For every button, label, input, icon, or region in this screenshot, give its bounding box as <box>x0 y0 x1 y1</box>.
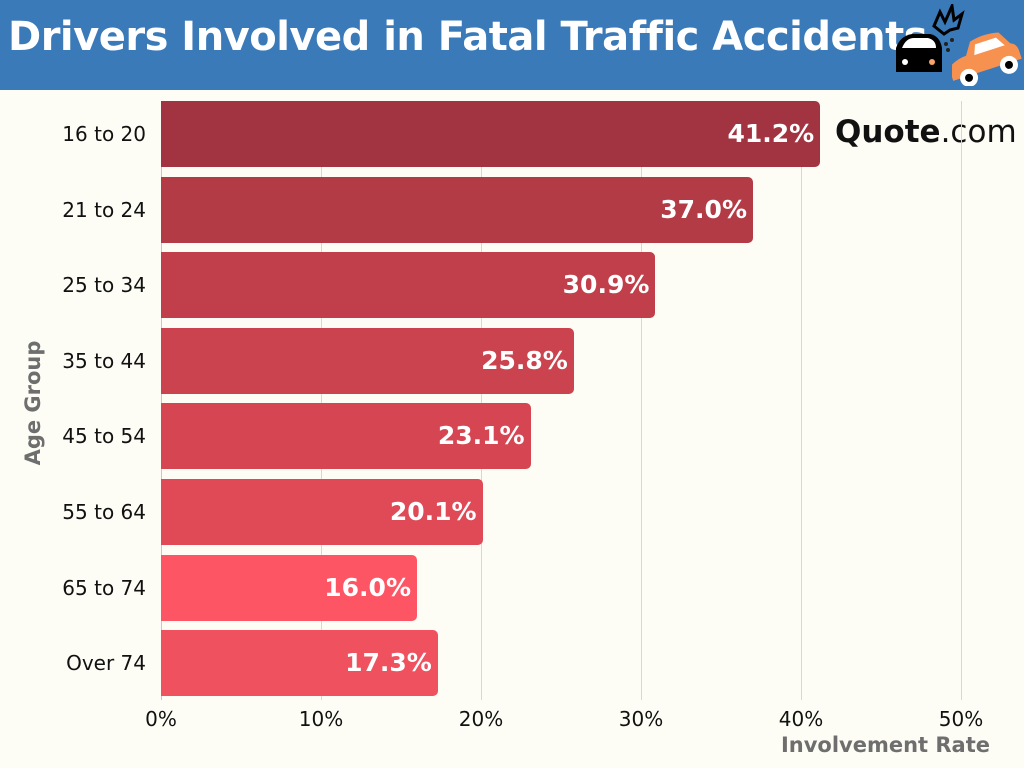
category-label: Over 74 <box>66 651 146 676</box>
value-label: 25.8% <box>481 345 568 375</box>
category-label: 25 to 34 <box>62 273 146 298</box>
x-tick-label: 20% <box>458 707 504 731</box>
value-label: 30.9% <box>562 270 650 300</box>
x-tick-label: 40% <box>778 707 824 731</box>
gridline <box>321 101 322 700</box>
category-label: 45 to 54 <box>62 424 146 449</box>
category-label: 65 to 74 <box>62 575 146 600</box>
y-axis-line <box>161 101 162 700</box>
bar: 16.0% <box>161 554 417 621</box>
gridline <box>961 101 962 700</box>
bar: 23.1% <box>161 403 531 470</box>
gridline <box>801 101 802 700</box>
title-banner: Drivers Involved in Fatal Traffic Accide… <box>0 0 1024 90</box>
car-crash-icon <box>896 4 1022 86</box>
y-axis-label: Age Group <box>21 340 45 466</box>
bar: 41.2% <box>161 101 821 167</box>
x-tick-label: 30% <box>618 707 664 731</box>
gridline <box>641 101 642 700</box>
category-label: 16 to 20 <box>62 122 146 146</box>
value-label: 23.1% <box>437 421 525 451</box>
chart-title: Drivers Involved in Fatal Traffic Accide… <box>8 14 928 60</box>
value-label: 20.1% <box>389 497 477 526</box>
x-axis-label: Involvement Rate <box>780 733 990 757</box>
x-tick-label: 10% <box>298 707 344 731</box>
quote-com-logo: Quote.com <box>835 114 1017 150</box>
category-label: 35 to 44 <box>62 348 146 373</box>
bar: 25.8% <box>161 327 574 394</box>
bar: 37.0% <box>161 176 753 243</box>
x-tick-label: 50% <box>938 707 984 731</box>
value-label: 16.0% <box>324 572 411 602</box>
bar: 30.9% <box>161 252 656 319</box>
value-label: 17.3% <box>345 648 432 678</box>
category-label: 55 to 64 <box>62 500 146 524</box>
value-label: 37.0% <box>660 194 747 224</box>
gridline <box>481 101 482 700</box>
category-label: 21 to 24 <box>62 197 146 222</box>
bar: 17.3% <box>161 630 438 697</box>
value-label: 41.2% <box>727 119 815 148</box>
bar: 20.1% <box>161 479 483 545</box>
x-tick-label: 0% <box>145 707 177 731</box>
